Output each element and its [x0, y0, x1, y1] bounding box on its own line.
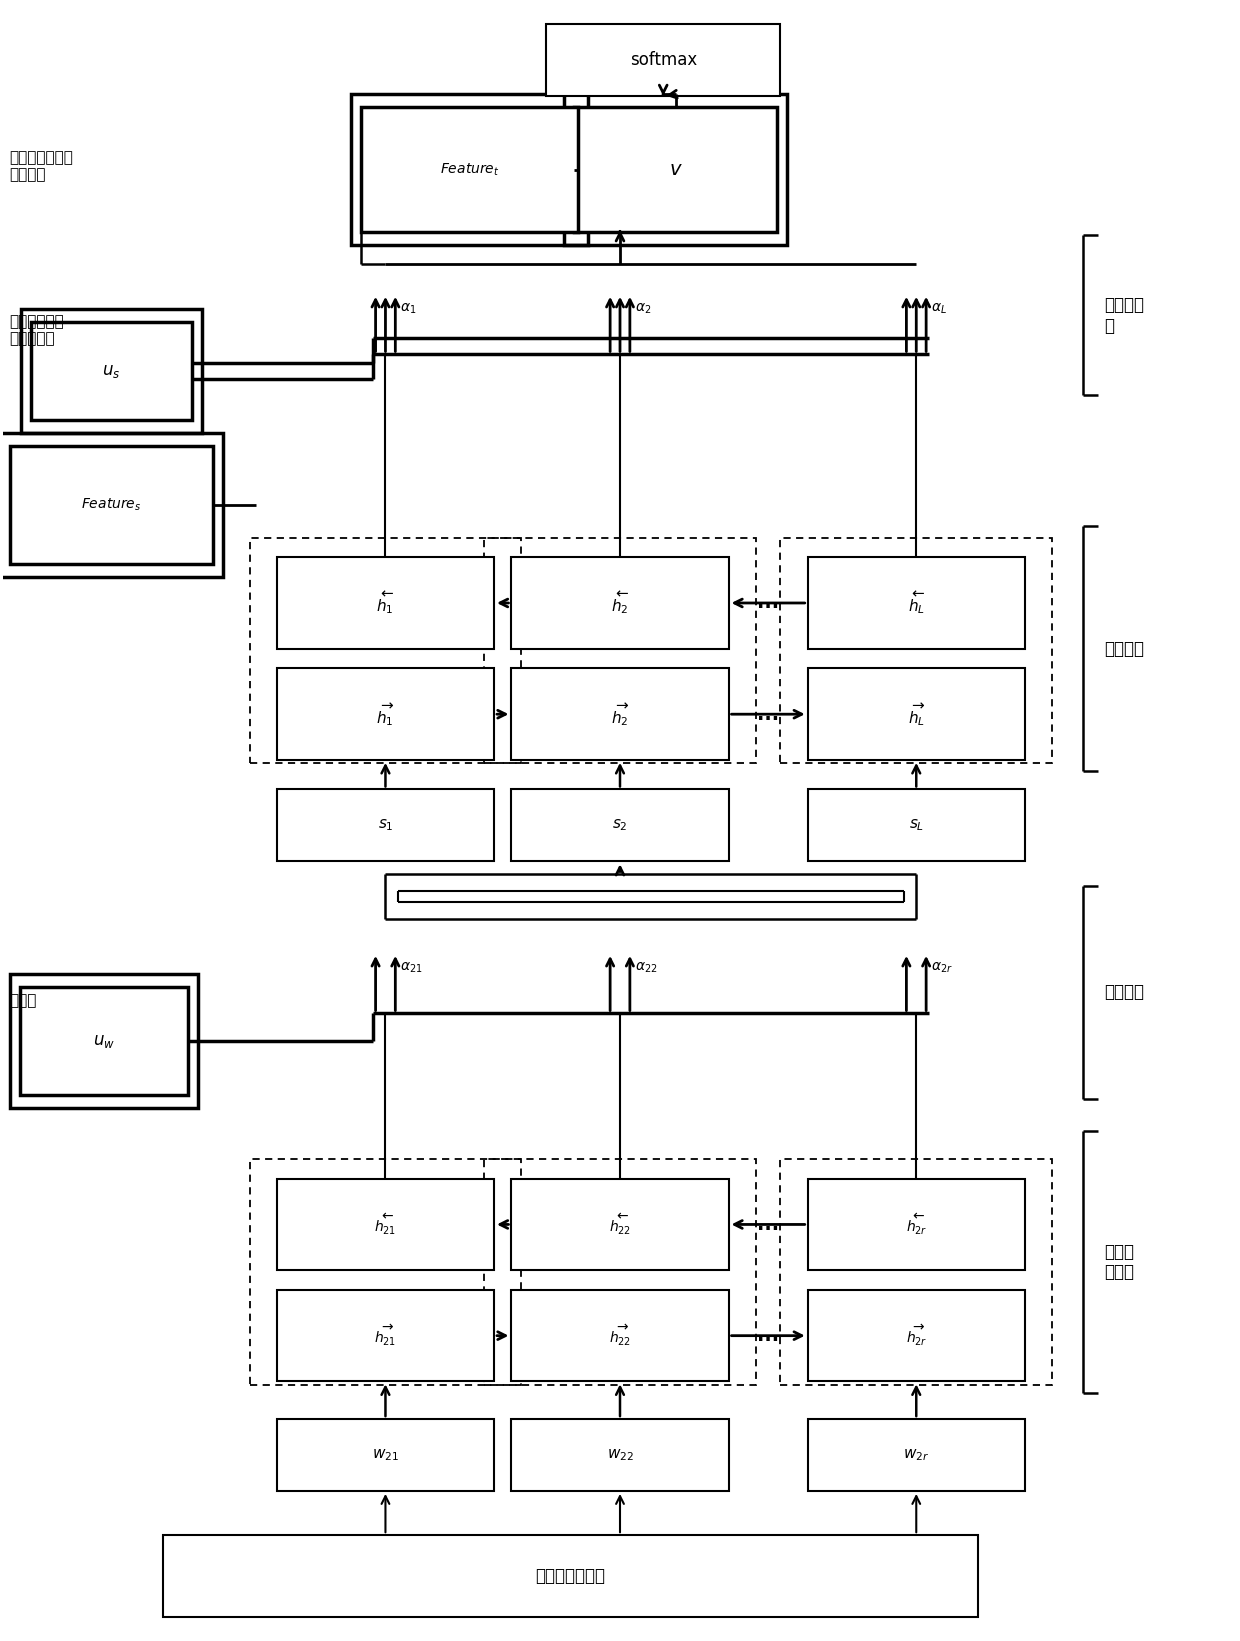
Text: $\overleftarrow{h_{2r}}$: $\overleftarrow{h_{2r}}$: [905, 1213, 928, 1237]
Bar: [511, 789, 729, 862]
Bar: [564, 95, 786, 245]
Bar: [780, 1159, 1052, 1385]
Bar: [277, 1178, 494, 1270]
Bar: [249, 1159, 521, 1385]
Text: $\overleftarrow{h_2}$: $\overleftarrow{h_2}$: [611, 589, 629, 617]
Text: ...: ...: [758, 594, 779, 612]
Text: $v$: $v$: [668, 161, 682, 179]
Bar: [511, 558, 729, 648]
Text: $u_s$: $u_s$: [102, 361, 120, 379]
Bar: [277, 789, 494, 862]
Text: $\alpha_L$: $\alpha_L$: [931, 302, 947, 315]
Text: 句子级别静态
特征求解层: 句子级别静态 特征求解层: [9, 313, 63, 346]
Bar: [484, 538, 756, 763]
Bar: [277, 1419, 494, 1492]
Bar: [361, 107, 578, 231]
Text: $w_{2r}$: $w_{2r}$: [903, 1447, 929, 1462]
Text: $\alpha_2$: $\alpha_2$: [635, 302, 651, 315]
Bar: [574, 107, 776, 231]
Text: $\alpha_{22}$: $\alpha_{22}$: [635, 960, 657, 975]
Text: 句子编码: 句子编码: [1104, 640, 1145, 658]
Text: $s_L$: $s_L$: [909, 817, 924, 834]
Text: $\overrightarrow{h_{21}}$: $\overrightarrow{h_{21}}$: [374, 1323, 397, 1349]
Text: 词序列
编码层: 词序列 编码层: [1104, 1242, 1133, 1282]
Bar: [807, 1290, 1025, 1382]
Text: 数据预处理模块: 数据预处理模块: [536, 1567, 605, 1585]
Bar: [546, 25, 780, 95]
Text: $\alpha_{21}$: $\alpha_{21}$: [401, 960, 423, 975]
Text: 话题级别静态特
征求解层: 话题级别静态特 征求解层: [9, 149, 73, 182]
Text: ...: ...: [758, 1326, 779, 1346]
Text: $\alpha_{2r}$: $\alpha_{2r}$: [931, 960, 952, 975]
Text: ...: ...: [758, 1214, 779, 1234]
Text: $u_w$: $u_w$: [93, 1032, 115, 1050]
Text: $\overrightarrow{h_{2r}}$: $\overrightarrow{h_{2r}}$: [905, 1323, 928, 1349]
Text: $w_{21}$: $w_{21}$: [372, 1447, 399, 1462]
Bar: [351, 95, 588, 245]
Bar: [511, 1178, 729, 1270]
Text: $\overleftarrow{h_{22}}$: $\overleftarrow{h_{22}}$: [609, 1213, 631, 1237]
Bar: [20, 988, 188, 1095]
Text: $\overrightarrow{h_2}$: $\overrightarrow{h_2}$: [611, 701, 629, 727]
Bar: [484, 1159, 756, 1385]
Bar: [511, 668, 729, 760]
Bar: [21, 309, 202, 433]
Text: $s_1$: $s_1$: [378, 817, 393, 834]
Text: $\overleftarrow{h_{21}}$: $\overleftarrow{h_{21}}$: [374, 1213, 397, 1237]
Bar: [511, 1419, 729, 1492]
Bar: [10, 446, 212, 565]
Bar: [807, 668, 1025, 760]
Text: $\alpha_1$: $\alpha_1$: [401, 302, 417, 315]
Text: 词表示: 词表示: [9, 993, 36, 1008]
Bar: [277, 668, 494, 760]
Bar: [807, 789, 1025, 862]
Bar: [249, 538, 521, 763]
Text: $\mathit{Feature_t}$: $\mathit{Feature_t}$: [440, 161, 500, 177]
Bar: [277, 1290, 494, 1382]
Text: $s_2$: $s_2$: [613, 817, 627, 834]
Bar: [807, 1178, 1025, 1270]
Text: $\overleftarrow{h_L}$: $\overleftarrow{h_L}$: [908, 589, 925, 617]
Bar: [164, 1536, 978, 1616]
Text: $w_{22}$: $w_{22}$: [606, 1447, 634, 1462]
Bar: [277, 558, 494, 648]
Bar: [10, 975, 198, 1108]
Bar: [780, 538, 1052, 763]
Bar: [31, 322, 192, 420]
Bar: [0, 433, 222, 578]
Text: $\overrightarrow{h_L}$: $\overrightarrow{h_L}$: [908, 701, 925, 727]
Text: $\mathit{Feature_s}$: $\mathit{Feature_s}$: [82, 497, 141, 514]
Text: softmax: softmax: [630, 51, 697, 69]
Text: $\overleftarrow{h_1}$: $\overleftarrow{h_1}$: [376, 589, 394, 617]
Text: ...: ...: [758, 704, 779, 724]
Bar: [511, 1290, 729, 1382]
Bar: [807, 558, 1025, 648]
Text: $\overrightarrow{h_1}$: $\overrightarrow{h_1}$: [376, 701, 394, 727]
Text: 词注意力: 词注意力: [1104, 983, 1145, 1001]
Bar: [807, 1419, 1025, 1492]
Text: $\overrightarrow{h_{22}}$: $\overrightarrow{h_{22}}$: [609, 1323, 631, 1349]
Text: 句子注意
力: 句子注意 力: [1104, 295, 1145, 335]
